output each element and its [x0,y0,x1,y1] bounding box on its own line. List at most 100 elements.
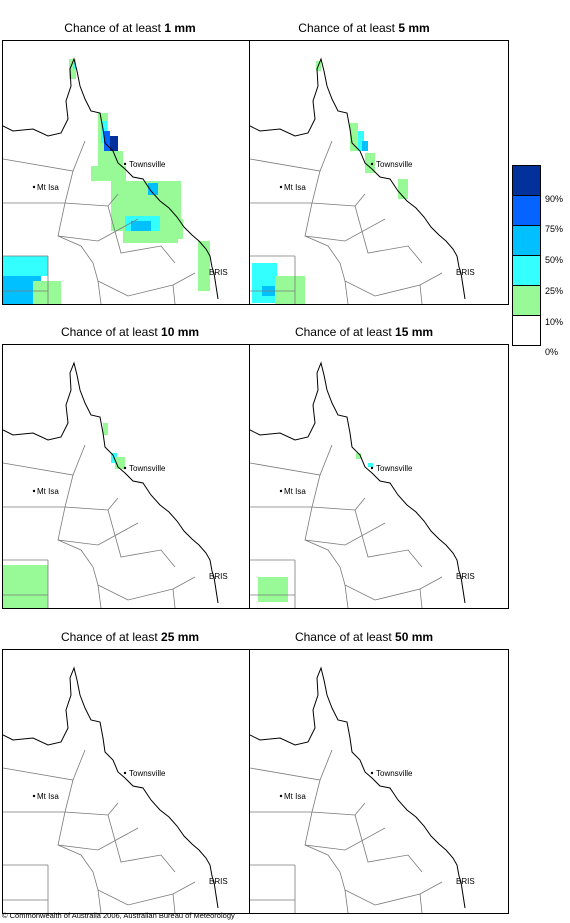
probability-shading-cell [148,183,158,195]
probability-shading-cell [258,577,288,602]
district-boundary [57,202,139,242]
probability-shading-cell [365,153,375,173]
coastline [250,57,466,300]
town-marker [279,794,283,798]
probability-shading-cell [3,256,48,276]
coastline [3,361,219,604]
legend-label-0: 0% [545,347,559,357]
coastline [3,57,219,300]
district-boundary [311,170,366,207]
brisbane-label: BRIS [209,877,228,886]
district-boundary [419,284,423,304]
probability-shading-cell [73,63,76,69]
district-boundary [354,509,423,568]
panel-title-50mm: Chance of at least 50 mm [234,630,494,644]
legend-label-75: 75% [545,224,564,234]
district-boundary [3,444,86,476]
probability-shading-cell [252,263,277,303]
district-boundary [172,588,176,608]
title-prefix: Chance of at least [294,630,396,644]
town-marker [279,489,283,493]
district-boundary [311,474,366,511]
district-boundary [344,889,349,913]
probability-shading-cell [91,166,126,181]
map-panel-10mm: Townsville Mt Isa BRIS [2,344,262,609]
town-marker [123,162,127,166]
mt-isa-label: Mt Isa [37,792,59,801]
town-marker [370,771,374,775]
title-prefix: Chance of at least [60,325,162,339]
probability-shading-cell [198,241,210,291]
panel-title-1mm: Chance of at least 1 mm [0,21,260,35]
district-boundary [57,235,196,297]
probability-shading-cell [115,457,125,469]
map-panel-1mm: Townsville Mt Isa BRIS [2,40,262,305]
district-boundary [107,205,176,264]
probability-shading-cell [163,219,183,239]
district-boundary [304,844,443,906]
district-boundary [250,140,333,172]
title-amount: 15 mm [395,325,434,339]
legend-label-10: 10% [545,317,564,327]
district-boundary [344,280,349,304]
town-marker [32,794,36,798]
townsville-label: Townsville [376,464,413,473]
map-graphic: Townsville Mt Isa BRIS [250,361,475,608]
district-boundary [304,235,443,297]
legend-swatch-10-25 [512,285,541,316]
brisbane-label: BRIS [209,572,228,581]
mt-isa-label: Mt Isa [284,487,306,496]
coastline [3,666,219,909]
panel-title-25mm: Chance of at least 25 mm [0,630,260,644]
brisbane-label: BRIS [456,877,475,886]
title-amount: 50 mm [395,630,434,644]
district-boundary [64,474,119,511]
district-boundary [57,811,139,851]
mt-isa-label: Mt Isa [37,183,59,192]
district-boundary [304,539,443,601]
map-panel-5mm: Townsville Mt Isa BRIS [249,40,509,305]
title-prefix: Chance of at least [64,21,165,35]
probability-shading-cell [275,276,305,304]
mt-isa-label: Mt Isa [284,792,306,801]
title-amount: 25 mm [161,630,200,644]
probability-shading-cell [33,281,61,304]
map-graphic: Townsville Mt Isa BRIS [3,666,228,913]
probability-shading-cell [398,179,408,199]
townsville-label: Townsville [376,769,413,778]
district-boundary [97,280,102,304]
district-boundary [64,779,119,816]
probability-shading-cell [3,565,48,608]
district-boundary [172,893,176,913]
district-boundary [97,584,102,608]
district-boundary [354,814,423,873]
district-boundary [57,539,196,601]
district-boundary [107,509,176,568]
district-boundary [250,444,333,476]
legend-swatch-90-100 [512,165,541,196]
title-prefix: Chance of at least [60,630,162,644]
district-boundary [3,749,86,781]
panel-title-5mm: Chance of at least 5 mm [234,21,494,35]
probability-shading-cell [131,221,151,233]
map-graphic: Townsville Mt Isa BRIS [3,57,228,304]
legend-swatch-0-10 [512,315,541,346]
town-marker [370,466,374,470]
brisbane-label: BRIS [456,268,475,277]
probability-shading-cell [108,136,118,164]
district-boundary [311,779,366,816]
townsville-label: Townsville [129,464,166,473]
brisbane-label: BRIS [209,268,228,277]
map-graphic: Townsville Mt Isa BRIS [250,57,475,304]
map-panel-50mm: Townsville Mt Isa BRIS [249,649,509,914]
probability-shading-cell [356,453,361,459]
mt-isa-label: Mt Isa [284,183,306,192]
panel-title-10mm: Chance of at least 10 mm [0,325,260,339]
district-boundary [3,140,86,172]
mt-isa-label: Mt Isa [37,487,59,496]
map-panel-15mm: Townsville Mt Isa BRIS [249,344,509,609]
town-marker [123,466,127,470]
town-marker [32,185,36,189]
district-boundary [419,588,423,608]
title-amount: 10 mm [161,325,200,339]
